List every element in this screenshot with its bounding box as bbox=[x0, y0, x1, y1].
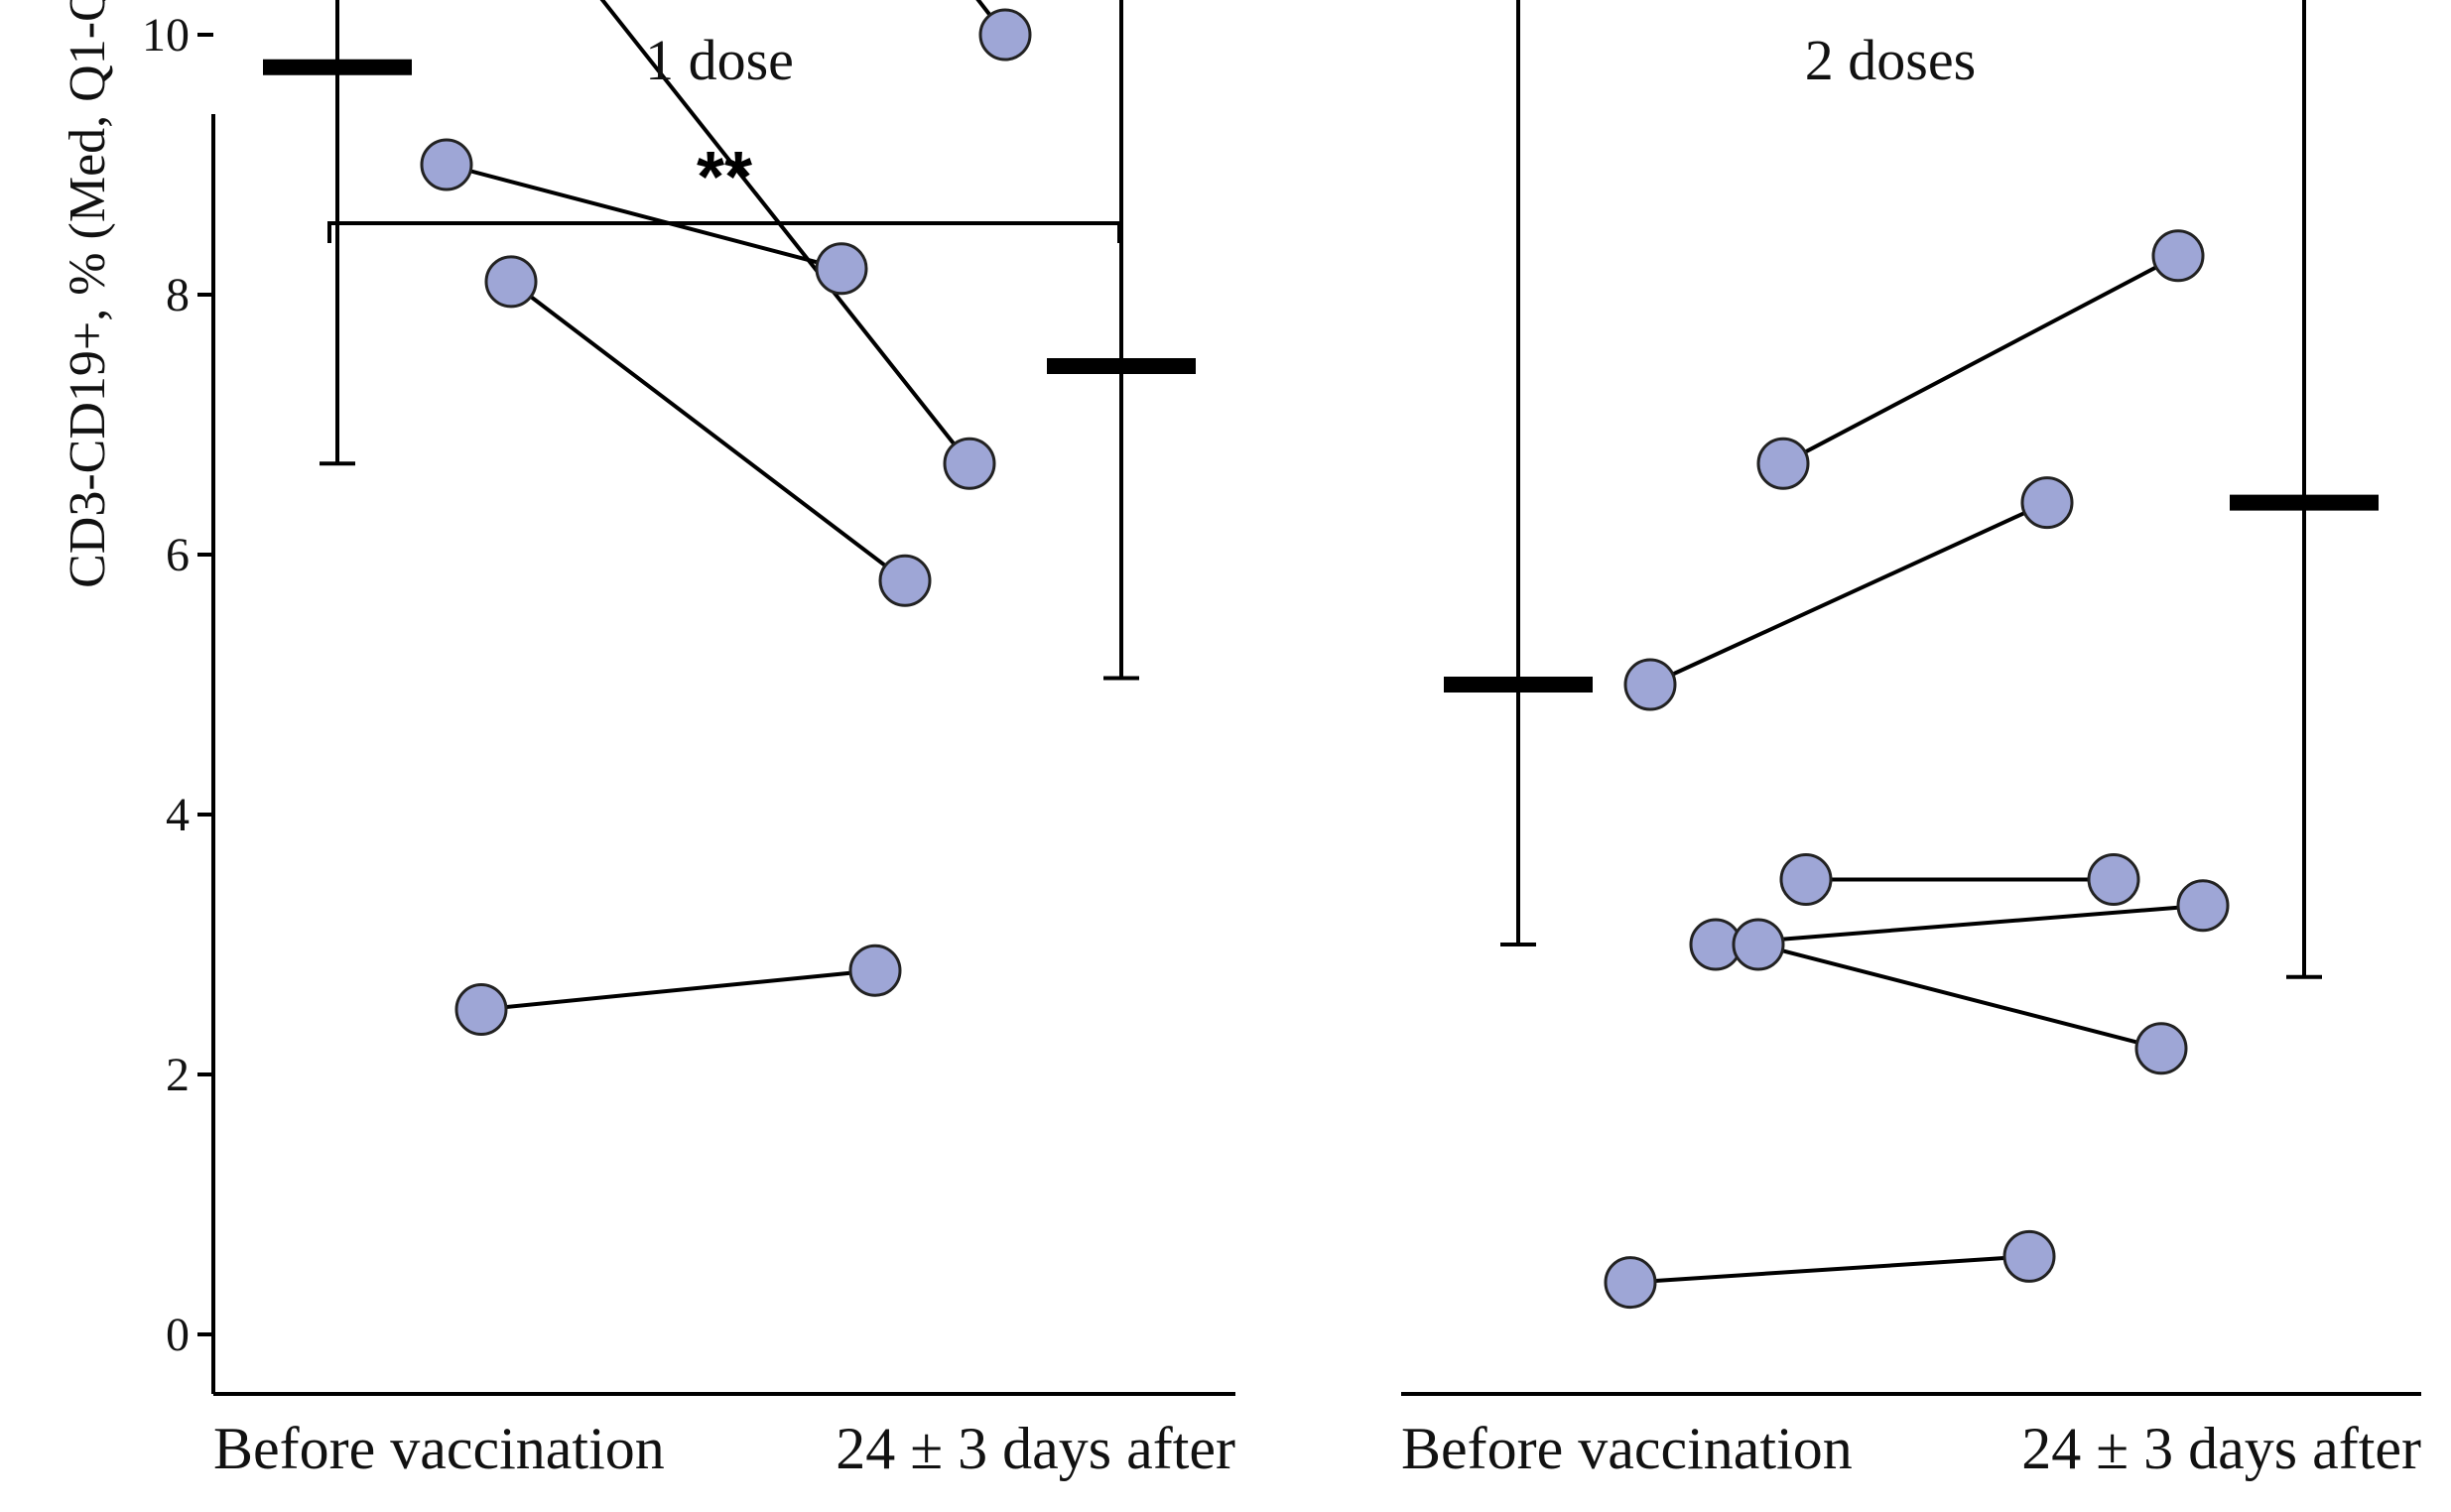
pair-lines-layer bbox=[446, 0, 2204, 1285]
points-layer bbox=[420, 8, 2230, 1310]
y-tick-label: 2 bbox=[166, 1049, 190, 1101]
y-tick-label: 10 bbox=[142, 9, 190, 62]
point-after bbox=[2002, 1229, 2056, 1283]
y-tick-label: 8 bbox=[166, 269, 190, 321]
panel-title: 2 doses bbox=[1805, 28, 1976, 92]
point-after bbox=[848, 944, 902, 997]
point-before bbox=[484, 255, 538, 309]
point-after bbox=[978, 8, 1032, 62]
x-category-label: Before vaccination bbox=[1401, 1416, 1853, 1481]
y-tick-label: 0 bbox=[166, 1309, 190, 1361]
x-category-label: 24 ± 3 days after bbox=[836, 1416, 1235, 1481]
pair-line bbox=[1715, 903, 2204, 946]
point-after bbox=[815, 242, 868, 296]
point-before bbox=[1732, 918, 1785, 971]
pair-line bbox=[446, 163, 842, 271]
point-before bbox=[1756, 437, 1810, 490]
point-after bbox=[2134, 1022, 2188, 1075]
pair-line bbox=[1629, 1254, 2030, 1285]
point-before bbox=[1604, 1256, 1657, 1310]
y-axis-title: CD3-CD19+, % (Med, Q1-Q3) bbox=[60, 0, 116, 588]
axes-layer bbox=[197, 33, 2421, 1396]
pair-line bbox=[599, 0, 971, 465]
x-category-label: 24 ± 3 days after bbox=[2021, 1416, 2421, 1481]
point-before bbox=[420, 138, 473, 191]
pair-line bbox=[1782, 253, 2179, 466]
panel-title: 1 dose bbox=[645, 28, 794, 92]
point-before bbox=[1779, 853, 1833, 906]
pair-line bbox=[1757, 943, 2162, 1051]
text-layer: 0246810121416CD3-CD19+, % (Med, Q1-Q3)1 … bbox=[60, 0, 2421, 1481]
x-category-label: Before vaccination bbox=[213, 1416, 665, 1481]
point-after bbox=[2087, 853, 2140, 906]
pair-line bbox=[480, 968, 876, 1012]
pair-line bbox=[509, 280, 907, 582]
y-tick-label: 6 bbox=[166, 529, 190, 581]
pair-line bbox=[1649, 500, 2048, 687]
significance-marker: ** bbox=[697, 138, 752, 217]
point-after bbox=[2176, 879, 2230, 933]
point-before bbox=[1623, 658, 1677, 711]
point-after bbox=[943, 437, 996, 490]
point-before bbox=[454, 983, 508, 1036]
y-tick-label: 4 bbox=[166, 789, 190, 841]
summary-layer bbox=[263, 0, 2379, 979]
point-after bbox=[2020, 476, 2074, 530]
point-after bbox=[878, 554, 932, 607]
significance-bracket bbox=[327, 221, 1121, 243]
point-after bbox=[2151, 229, 2205, 283]
